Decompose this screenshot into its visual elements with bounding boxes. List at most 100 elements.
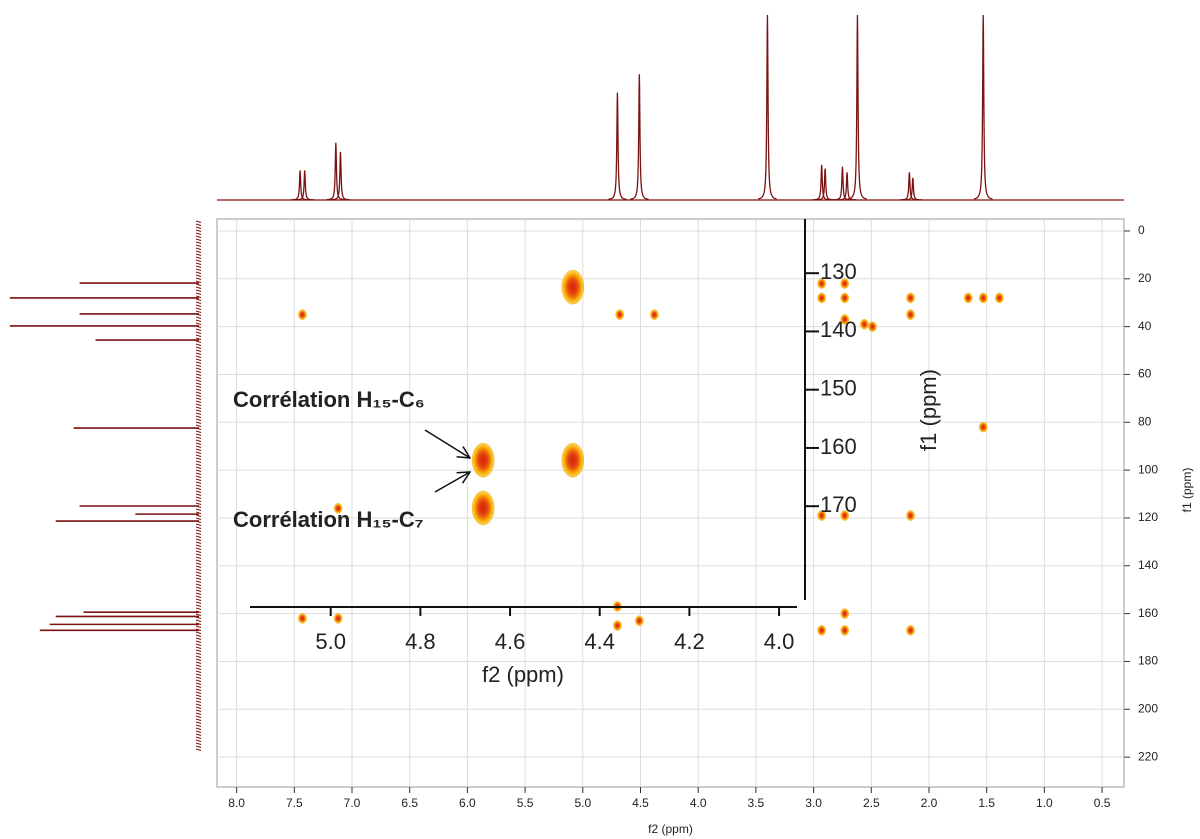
x-axis-label: f2 (ppm) xyxy=(648,822,693,836)
noise xyxy=(195,349,202,352)
x-tick-label: 3.5 xyxy=(748,796,765,810)
noise xyxy=(195,718,202,721)
cross-peak xyxy=(298,613,307,624)
noise xyxy=(195,511,202,514)
noise xyxy=(195,547,202,550)
noise xyxy=(195,607,202,610)
noise xyxy=(195,304,202,307)
noise xyxy=(195,322,202,325)
noise xyxy=(195,283,202,286)
noise xyxy=(195,238,202,241)
noise xyxy=(195,343,202,346)
cross-peak xyxy=(650,309,659,320)
proton-peak xyxy=(903,177,923,201)
noise xyxy=(195,295,202,298)
cross-peak xyxy=(635,615,644,627)
noise xyxy=(195,361,202,364)
noise xyxy=(195,328,202,331)
noise xyxy=(195,745,202,748)
y-tick-label: 160 xyxy=(820,434,857,459)
y-tick-label: 140 xyxy=(1138,558,1158,572)
noise xyxy=(195,430,202,433)
noise xyxy=(195,661,202,664)
x-tick-label: 5.0 xyxy=(315,629,346,654)
x-tick-label: 5.5 xyxy=(517,796,534,810)
noise xyxy=(195,253,202,256)
noise xyxy=(195,307,202,310)
noise xyxy=(195,577,202,580)
cross-peak xyxy=(471,490,495,526)
noise xyxy=(195,337,202,340)
noise xyxy=(195,298,202,301)
y-tick-label: 170 xyxy=(820,492,857,517)
noise xyxy=(195,346,202,349)
noise xyxy=(195,433,202,436)
cross-peak xyxy=(561,269,585,305)
proton-peak xyxy=(815,168,835,201)
noise xyxy=(195,574,202,577)
cross-peak xyxy=(906,625,915,636)
cross-peak xyxy=(561,442,585,478)
noise xyxy=(195,370,202,373)
noise xyxy=(195,667,202,670)
noise xyxy=(195,409,202,412)
noise xyxy=(195,256,202,259)
noise xyxy=(195,442,202,445)
noise xyxy=(195,634,202,637)
noise xyxy=(195,232,202,235)
cross-peak xyxy=(840,510,849,521)
noise xyxy=(195,583,202,586)
noise xyxy=(195,418,202,421)
noise xyxy=(195,292,202,295)
noise xyxy=(195,316,202,319)
noise xyxy=(195,535,202,538)
noise xyxy=(195,436,202,439)
cross-peak xyxy=(906,510,915,521)
noise xyxy=(195,544,202,547)
noise xyxy=(195,268,202,271)
noise xyxy=(195,649,202,652)
noise xyxy=(195,280,202,283)
noise xyxy=(195,526,202,529)
noise xyxy=(195,721,202,724)
proton-peak xyxy=(973,14,993,200)
noise xyxy=(195,604,202,607)
cross-peak xyxy=(906,292,915,304)
noise xyxy=(195,454,202,457)
noise xyxy=(195,529,202,532)
noise xyxy=(195,652,202,655)
noise xyxy=(195,484,202,487)
y-axis-label: f1 (ppm) xyxy=(916,369,941,451)
noise xyxy=(195,541,202,544)
x-tick-label: 6.5 xyxy=(401,796,418,810)
noise xyxy=(195,736,202,739)
noise xyxy=(195,412,202,415)
y-tick-label: 180 xyxy=(1138,654,1158,668)
noise xyxy=(195,403,202,406)
x-tick-label: 4.2 xyxy=(674,629,705,654)
noise xyxy=(195,496,202,499)
noise xyxy=(195,265,202,268)
x-tick-label: 3.0 xyxy=(805,796,822,810)
noise xyxy=(195,466,202,469)
noise xyxy=(195,508,202,511)
proton-peak xyxy=(833,166,852,201)
x-axis-label: f2 (ppm) xyxy=(482,662,564,687)
proton-peak xyxy=(295,170,314,201)
noise xyxy=(195,310,202,313)
proton-peak xyxy=(758,14,777,200)
cross-peak xyxy=(298,309,307,320)
proton-peak xyxy=(629,74,649,200)
noise xyxy=(195,550,202,553)
noise xyxy=(195,727,202,730)
y-tick-label: 40 xyxy=(1138,319,1152,333)
noise xyxy=(195,580,202,583)
noise xyxy=(195,592,202,595)
noise xyxy=(195,709,202,712)
noise xyxy=(195,706,202,709)
cross-peak xyxy=(333,613,343,624)
noise xyxy=(195,631,202,634)
y-tick-label: 0 xyxy=(1138,223,1145,237)
cross-peak xyxy=(840,292,849,304)
